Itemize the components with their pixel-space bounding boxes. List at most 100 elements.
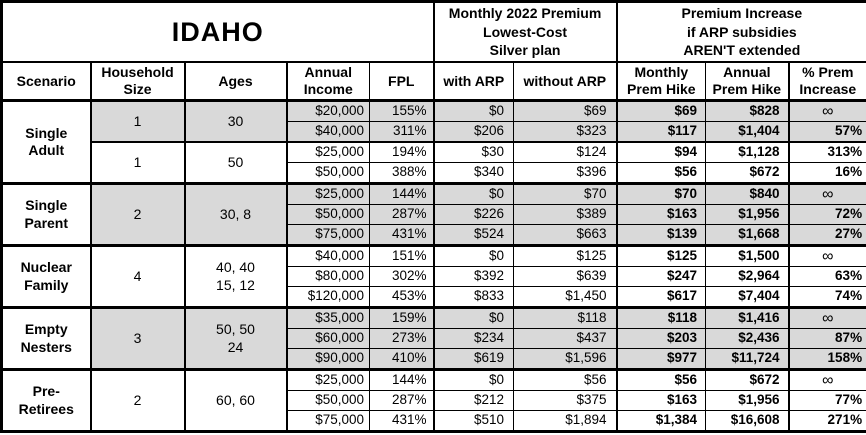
with-arp-cell: $226 xyxy=(433,204,515,225)
monthly-hike-cell: $118 xyxy=(616,306,707,329)
income-cell: $80,000 xyxy=(286,266,370,287)
table-body: Single Adult 1 30 $20,000 155% $0 $69 $69 $828 ∞ $… xyxy=(1,99,866,432)
household-size-cell: 4 xyxy=(90,244,186,308)
without-arp-cell: $1,894 xyxy=(513,410,618,432)
scenario-cell: Pre- Retirees xyxy=(1,368,92,432)
annual-hike-cell: $2,964 xyxy=(705,266,790,287)
without-arp-cell: $375 xyxy=(513,390,618,411)
income-cell: $40,000 xyxy=(286,244,370,267)
table-row: $80,000 302% $392 $639 $247 $2,964 63% xyxy=(2,266,866,287)
with-arp-cell: $0 xyxy=(433,306,515,329)
column-header-household-size: Household Size xyxy=(90,61,186,102)
fpl-cell: 453% xyxy=(368,286,435,308)
monthly-hike-cell: $163 xyxy=(616,204,707,225)
table-row: $50,000 287% $212 $375 $163 $1,956 77% xyxy=(2,390,866,411)
table-row: $40,000 311% $206 $323 $117 $1,404 57% xyxy=(2,121,866,143)
premium-span-header: Monthly 2022 Premium Lowest-Cost Silver … xyxy=(433,1,618,63)
fpl-cell: 144% xyxy=(368,368,435,391)
with-arp-cell: $524 xyxy=(433,224,515,246)
with-arp-cell: $212 xyxy=(433,390,515,411)
household-size-cell: 2 xyxy=(90,368,186,432)
with-arp-cell: $206 xyxy=(433,121,515,143)
pct-increase-cell: 87% xyxy=(788,328,866,349)
with-arp-cell: $619 xyxy=(433,348,515,370)
annual-hike-cell: $1,128 xyxy=(705,141,790,163)
table-row: $50,000 287% $226 $389 $163 $1,956 72% xyxy=(2,204,866,225)
income-cell: $120,000 xyxy=(286,286,370,308)
monthly-hike-cell: $203 xyxy=(616,328,707,349)
without-arp-cell: $639 xyxy=(513,266,618,287)
monthly-hike-cell: $117 xyxy=(616,121,707,143)
table-row: $75,000 431% $524 $663 $139 $1,668 27% xyxy=(2,224,866,246)
without-arp-cell: $437 xyxy=(513,328,618,349)
fpl-cell: 151% xyxy=(368,244,435,267)
column-header-ages: Ages xyxy=(184,61,288,102)
pct-increase-cell: ∞ xyxy=(788,306,866,329)
monthly-hike-cell: $56 xyxy=(616,162,707,184)
scenario-cell: Empty Nesters xyxy=(1,306,92,370)
income-cell: $25,000 xyxy=(286,368,370,391)
pct-increase-cell: 63% xyxy=(788,266,866,287)
income-cell: $75,000 xyxy=(286,224,370,246)
without-arp-cell: $69 xyxy=(513,99,618,122)
scenario-cell: Single Parent xyxy=(1,182,92,246)
column-header-annual-income: Annual Income xyxy=(286,61,370,102)
monthly-hike-cell: $69 xyxy=(616,99,707,122)
income-cell: $75,000 xyxy=(286,410,370,432)
table-row: 1 50 $25,000 194% $30 $124 $94 $1,128 313% xyxy=(2,141,866,184)
pct-increase-cell: 27% xyxy=(788,224,866,246)
income-cell: $90,000 xyxy=(286,348,370,370)
column-header-annual-prem-hike: Annual Prem Hike xyxy=(705,61,790,102)
pct-increase-cell: 158% xyxy=(788,348,866,370)
with-arp-cell: $234 xyxy=(433,328,515,349)
ages-cell: 40, 40 15, 12 xyxy=(184,244,288,308)
column-header-with-arp: with ARP xyxy=(433,61,515,102)
annual-hike-cell: $1,956 xyxy=(705,204,790,225)
table-row: $90,000 410% $619 $1,596 $977 $11,724 158% xyxy=(2,348,866,370)
column-header-monthly-prem-hike: Monthly Prem Hike xyxy=(616,61,707,102)
household-size-cell: 3 xyxy=(90,306,186,370)
pct-increase-cell: ∞ xyxy=(788,182,866,205)
fpl-cell: 159% xyxy=(368,306,435,329)
ages-cell: 60, 60 xyxy=(184,368,288,432)
annual-hike-cell: $1,500 xyxy=(705,244,790,267)
increase-span-header: Premium Increase if ARP subsidies AREN'T… xyxy=(616,1,866,63)
without-arp-cell: $70 xyxy=(513,182,618,205)
column-header-row: Scenario Household Size Ages Annual Inco… xyxy=(1,61,866,102)
monthly-hike-cell: $977 xyxy=(616,348,707,370)
income-cell: $40,000 xyxy=(286,121,370,143)
with-arp-cell: $30 xyxy=(433,141,515,163)
annual-hike-cell: $1,956 xyxy=(705,390,790,411)
monthly-hike-cell: $1,384 xyxy=(616,410,707,432)
monthly-hike-cell: $617 xyxy=(616,286,707,308)
table-row: Single Adult 1 30 $20,000 155% $0 $69 $69 $828 ∞ xyxy=(1,99,866,184)
monthly-hike-cell: $163 xyxy=(616,390,707,411)
with-arp-cell: $0 xyxy=(433,244,515,267)
income-cell: $35,000 xyxy=(286,306,370,329)
pct-increase-cell: 16% xyxy=(788,162,866,184)
without-arp-cell: $663 xyxy=(513,224,618,246)
with-arp-cell: $0 xyxy=(433,99,515,122)
without-arp-cell: $1,596 xyxy=(513,348,618,370)
annual-hike-cell: $16,608 xyxy=(705,410,790,432)
fpl-cell: 194% xyxy=(368,141,435,163)
with-arp-cell: $0 xyxy=(433,182,515,205)
column-header-without-arp: without ARP xyxy=(513,61,618,102)
income-cell: $25,000 xyxy=(286,182,370,205)
without-arp-cell: $118 xyxy=(513,306,618,329)
with-arp-cell: $340 xyxy=(433,162,515,184)
annual-hike-cell: $11,724 xyxy=(705,348,790,370)
pct-increase-cell: 57% xyxy=(788,121,866,143)
monthly-hike-cell: $139 xyxy=(616,224,707,246)
table-row: $75,000 431% $510 $1,894 $1,384 $16,608 271% xyxy=(2,410,866,432)
household-size-cell: 2 xyxy=(90,182,186,246)
title-row: IDAHO Monthly 2022 Premium Lowest-Cost S… xyxy=(0,1,866,63)
without-arp-cell: $389 xyxy=(513,204,618,225)
fpl-cell: 431% xyxy=(368,224,435,246)
table-row: Nuclear Family 4 40, 40 15, 12 $40,000 151% $… xyxy=(1,244,866,308)
ages-cell: 30 xyxy=(184,99,288,143)
pct-increase-cell: ∞ xyxy=(788,99,866,122)
annual-hike-cell: $672 xyxy=(705,162,790,184)
income-cell: $50,000 xyxy=(286,204,370,225)
